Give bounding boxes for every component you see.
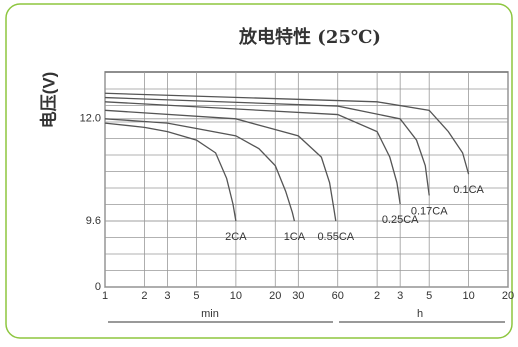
curve-label: 1CA bbox=[284, 231, 306, 243]
x-tick-label: 5 bbox=[193, 290, 199, 302]
curve bbox=[104, 92, 470, 175]
curve bbox=[104, 118, 296, 222]
curve bbox=[104, 101, 401, 205]
curve bbox=[104, 96, 430, 196]
x-tick-label: 10 bbox=[462, 290, 474, 302]
x-tick-label: 2 bbox=[374, 290, 380, 302]
x-tick-label: 3 bbox=[164, 290, 170, 302]
x-tick-label: 10 bbox=[230, 290, 242, 302]
x-tick-label: 60 bbox=[332, 290, 344, 302]
x-tick-label: 30 bbox=[292, 290, 304, 302]
curve-label: 0.55CA bbox=[317, 231, 354, 243]
curve-label: 0.1CA bbox=[453, 184, 484, 196]
y-tick-label: 12.0 bbox=[80, 113, 101, 125]
curve-label: 2CA bbox=[225, 231, 247, 243]
curve bbox=[104, 122, 237, 222]
y-axis-label: 电压(V) bbox=[38, 72, 58, 129]
card-frame bbox=[5, 3, 513, 339]
x-unit-label: h bbox=[417, 308, 423, 320]
curve-label: 0.17CA bbox=[411, 205, 448, 217]
x-tick-label: 2 bbox=[141, 290, 147, 302]
x-unit-label: min bbox=[201, 308, 219, 320]
curve bbox=[104, 109, 337, 222]
x-tick-label: 3 bbox=[397, 290, 403, 302]
x-tick-label: 20 bbox=[502, 290, 514, 302]
x-tick-label: 20 bbox=[269, 290, 281, 302]
chart-title: 放电特性 (25℃) bbox=[238, 26, 381, 48]
y-tick-label: 0 bbox=[95, 281, 101, 293]
curve-label: 0.25CA bbox=[382, 214, 419, 226]
x-tick-label: 1 bbox=[102, 290, 108, 302]
y-tick-label: 9.6 bbox=[86, 215, 101, 227]
x-tick-label: 5 bbox=[426, 290, 432, 302]
